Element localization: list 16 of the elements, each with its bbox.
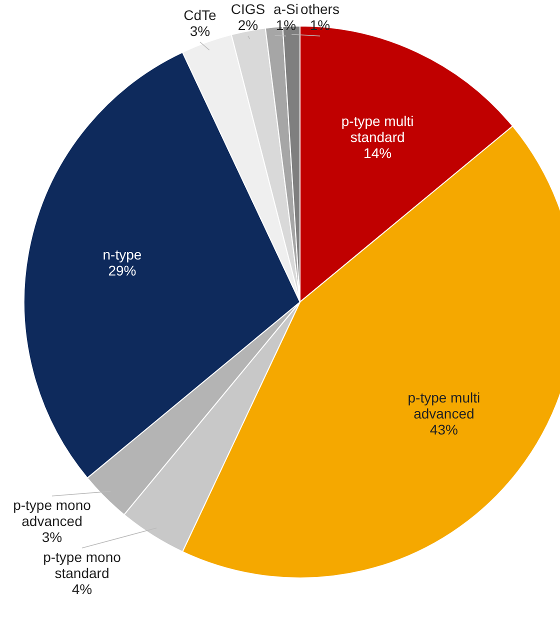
slice-label: a-Si <box>274 1 298 17</box>
data-label: 43% <box>430 422 458 438</box>
slice-label: CdTe <box>184 7 217 23</box>
data-label: 29% <box>108 262 136 278</box>
slice-label: CIGS <box>230 1 266 17</box>
slice-label: p-type multi advanced <box>408 390 480 422</box>
data-label: 4% <box>72 581 92 597</box>
slice-label: others <box>300 1 340 17</box>
slice-label: p-type mono advanced <box>13 497 92 529</box>
data-label: 3% <box>190 23 210 39</box>
slice-label: p-type mono standard <box>43 549 122 581</box>
slice-label: p-type multi standard <box>341 113 414 146</box>
data-label: 2% <box>238 17 258 33</box>
data-label: 14% <box>364 145 392 162</box>
data-label: 3% <box>42 529 62 545</box>
slice-label: n-type <box>102 246 142 262</box>
